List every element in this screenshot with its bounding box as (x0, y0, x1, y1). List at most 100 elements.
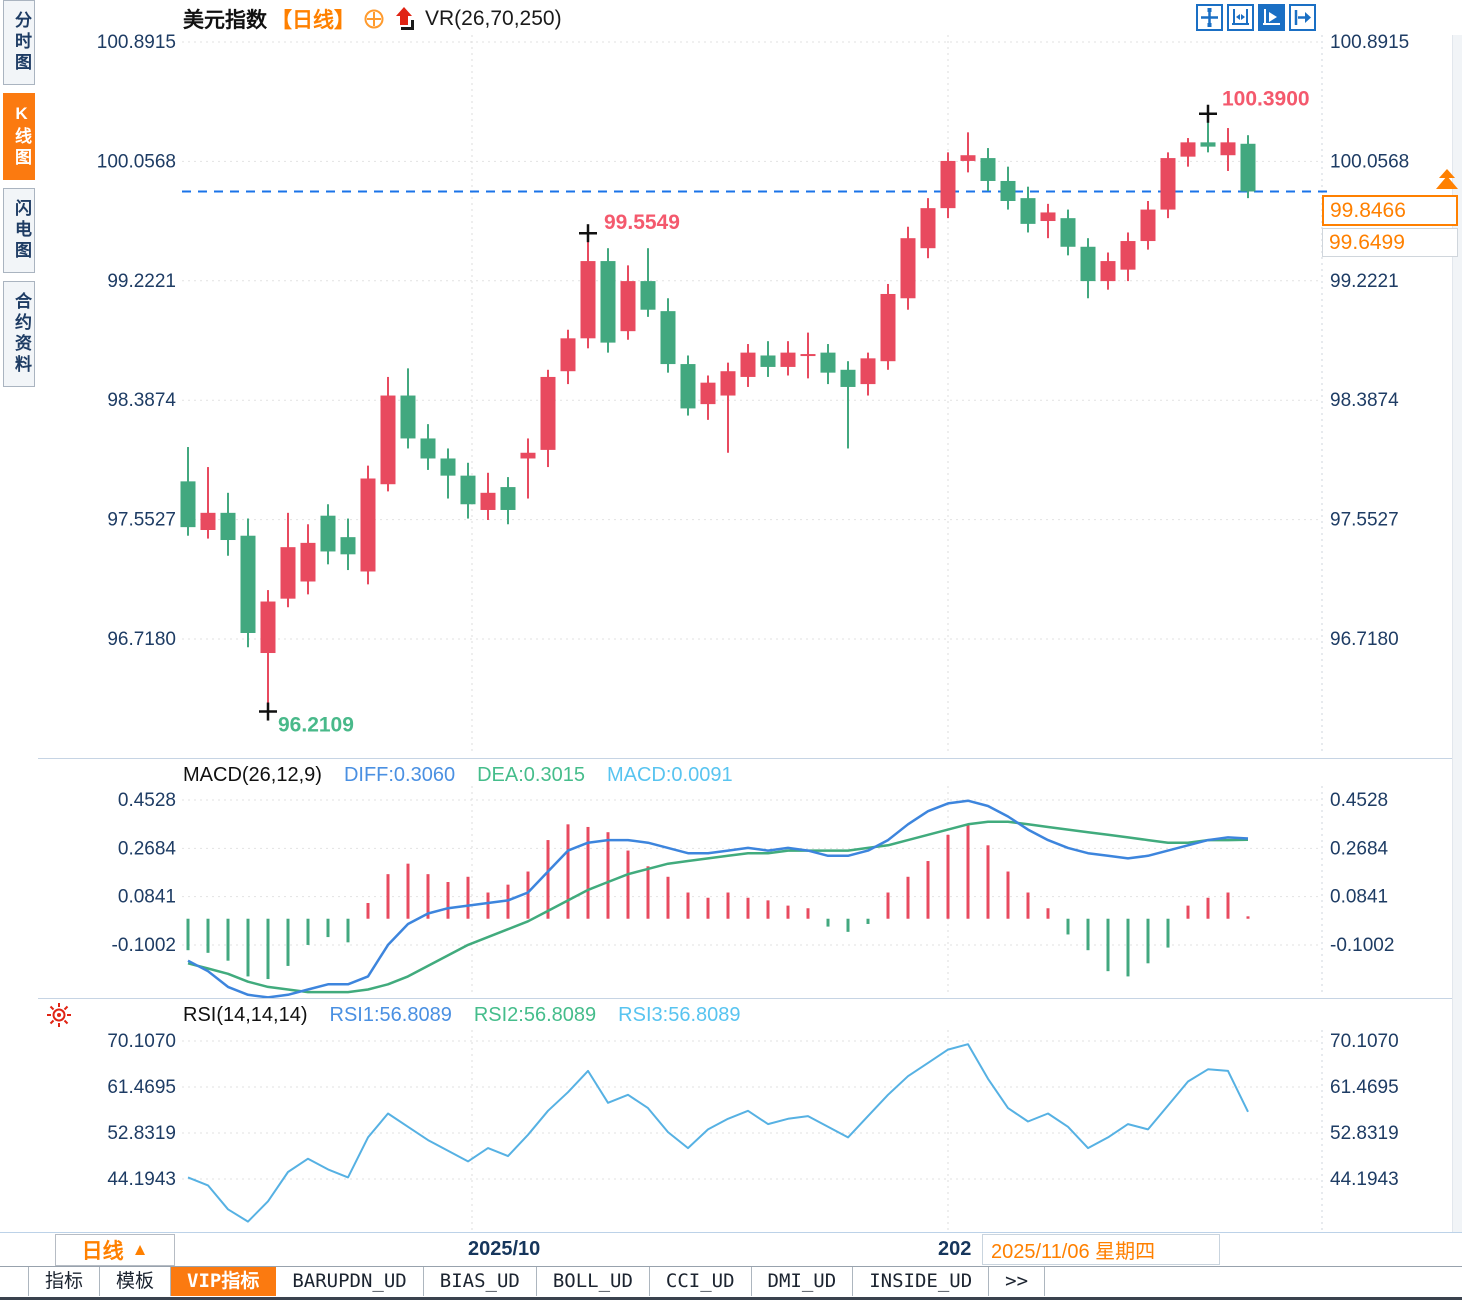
candle (320, 515, 336, 552)
y-axis-label-right: 0.4528 (1330, 790, 1388, 811)
candle (480, 492, 496, 510)
candle (800, 354, 816, 357)
y-axis-label-right: 70.1070 (1330, 1031, 1399, 1052)
candle (920, 208, 936, 249)
sidebar-item-合约资料[interactable]: 合约资料 (3, 281, 35, 387)
candle (500, 487, 516, 510)
candle (540, 376, 556, 450)
candle (1140, 209, 1156, 242)
tab-指标[interactable]: 指标 (28, 1267, 101, 1296)
candle (860, 358, 876, 385)
price-annotation: 99.5549 (604, 211, 680, 234)
rsi-chart[interactable]: 70.1070 70.1070 61.4695 61.4695 52.8319 52.83… (0, 998, 1462, 1232)
up-arrow-signal-icon (393, 6, 417, 32)
tab-DMI_UD[interactable]: DMI_UD (752, 1267, 854, 1296)
candle (1240, 143, 1256, 192)
pan-right-icon[interactable] (1289, 4, 1316, 31)
candle (840, 369, 856, 387)
tab-BOLL_UD[interactable]: BOLL_UD (537, 1267, 650, 1296)
y-axis-label-right: 52.8319 (1330, 1123, 1399, 1144)
y-axis-label: 99.2221 (107, 271, 176, 292)
candle (700, 382, 716, 405)
macd-hist-value: MACD:0.0091 (606, 764, 733, 786)
candle (1020, 198, 1036, 224)
macd-chart[interactable]: 0.4528 0.4528 0.2684 0.2684 0.0841 0.0841 -0.1… (0, 758, 1462, 998)
candle (1160, 158, 1176, 210)
candle (740, 352, 756, 377)
candle (960, 155, 976, 161)
rsi1-value: RSI1:56.8089 (329, 1004, 452, 1026)
candle (420, 438, 436, 459)
y-axis-label: 100.0568 (97, 151, 176, 172)
y-axis-label-right: 61.4695 (1330, 1077, 1399, 1098)
sidebar-item-K线图[interactable]: K线图 (3, 93, 35, 180)
candle (640, 281, 656, 310)
macd-diff-value: DIFF:0.3060 (343, 764, 456, 786)
y-axis-label: 44.1943 (107, 1169, 176, 1190)
candle (620, 281, 636, 332)
y-axis-label-right: -0.1002 (1330, 935, 1394, 956)
indicator-tab-bar: 指标 模板 VIP指标 BARUPDN_UD BIAS_UD BOLL_UD CCI_UD D… (0, 1266, 1462, 1297)
target-plus-icon[interactable] (363, 8, 385, 30)
sidebar-item-闪电图[interactable]: 闪电图 (3, 188, 35, 273)
y-axis-label: 0.2684 (118, 838, 177, 859)
time-axis-row: 日线 ▲ 2025/10 202 2025/11/06 星期四 (0, 1232, 1462, 1267)
tab->>[interactable]: >> (989, 1267, 1046, 1296)
candle (1040, 212, 1056, 222)
y-axis-label: 96.7180 (107, 629, 176, 650)
tab-模板[interactable]: 模板 (100, 1267, 172, 1296)
candle (520, 452, 536, 459)
y-axis-label: 0.4528 (118, 790, 176, 811)
crosshair-move-icon[interactable] (1196, 4, 1223, 31)
y-axis-label-right: 99.2221 (1330, 271, 1399, 292)
y-axis-label: 0.0841 (118, 887, 176, 908)
candle (900, 238, 916, 299)
y-axis-label-right: 100.0568 (1330, 151, 1409, 172)
macd-header: MACD(26,12,9) DIFF:0.3060 DEA:0.3015 MAC… (183, 764, 733, 787)
candle (780, 352, 796, 367)
sidebar: 分时图 K线图闪电图合约资料 (0, 0, 38, 1232)
tab-BIAS_UD[interactable]: BIAS_UD (424, 1267, 537, 1296)
candle (560, 338, 576, 372)
tab-BARUPDN_UD[interactable]: BARUPDN_UD (276, 1267, 424, 1296)
chart-header: 美元指数 【日线】 VR(26,70,250) (183, 6, 562, 32)
candle (300, 542, 316, 582)
candle (380, 395, 396, 485)
pane-separator (0, 758, 1462, 759)
chart-toolbar (1196, 4, 1316, 31)
indicator-settings-sun-icon[interactable] (46, 1002, 72, 1033)
period-selector[interactable]: 日线 ▲ (55, 1234, 175, 1266)
price-annotation: 96.2109 (278, 714, 354, 737)
candle (240, 535, 256, 633)
macd-title: MACD(26,12,9) (183, 764, 322, 786)
bottom-strip (0, 1296, 1462, 1300)
y-axis-label: 100.8915 (97, 32, 176, 53)
y-axis-label: 70.1070 (107, 1031, 176, 1052)
tab-VIP指标[interactable]: VIP指标 (171, 1267, 277, 1296)
y-axis-label-right: 44.1943 (1330, 1169, 1399, 1190)
candlestick-chart[interactable]: 100.8915 100.8915 100.0568 100.0568 99.2221 9… (0, 0, 1462, 758)
y-axis-label-right: 98.3874 (1330, 390, 1399, 411)
y-axis-label-right: 96.7180 (1330, 629, 1399, 650)
tab-CCI_UD[interactable]: CCI_UD (650, 1267, 752, 1296)
sidebar-item-分时图[interactable]: 分时图 (3, 0, 35, 85)
y-axis-label-right: 0.0841 (1330, 887, 1388, 908)
right-scrollbar[interactable] (1452, 35, 1462, 1232)
candle (940, 160, 956, 209)
candle (180, 481, 196, 528)
axis-scale-icon[interactable] (1227, 4, 1254, 31)
candle (680, 364, 696, 409)
candle (340, 537, 356, 555)
candle (1000, 180, 1016, 201)
rsi3-value: RSI3:56.8089 (618, 1004, 741, 1026)
candle (820, 352, 836, 373)
pointer-tool-icon[interactable] (1258, 4, 1285, 31)
candle (1100, 261, 1116, 282)
price-annotation: 100.3900 (1222, 88, 1310, 111)
price-up-arrows-icon (1432, 167, 1462, 200)
candle (400, 395, 416, 439)
candle (600, 261, 616, 343)
tab-INSIDE_UD[interactable]: INSIDE_UD (853, 1267, 990, 1296)
candle (460, 475, 476, 505)
